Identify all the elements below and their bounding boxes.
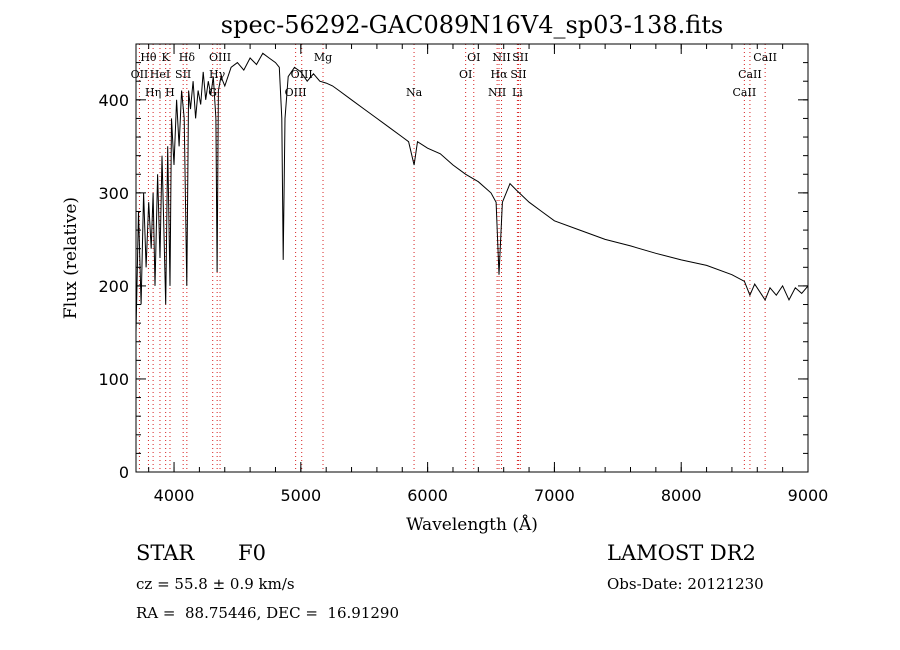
redshift-velocity: cz = 55.8 ± 0.9 km/s <box>136 575 295 593</box>
x-tick-label: 4000 <box>154 486 195 505</box>
line-label: NII <box>488 86 506 99</box>
x-axis: 4000 5000 6000 7000 8000 9000 <box>148 44 829 505</box>
line-label: SII <box>512 51 528 64</box>
line-label: Hη <box>145 86 161 99</box>
chart-title: spec-56292-GAC089N16V4_sp03-138.fits <box>221 11 723 39</box>
line-label: CaII <box>753 51 777 64</box>
line-label: OIII <box>209 51 231 64</box>
y-tick-label: 0 <box>119 463 129 482</box>
line-label: OIII <box>291 68 313 81</box>
spectral-line-markers <box>138 44 766 472</box>
x-tick-label: 5000 <box>280 486 321 505</box>
line-label: Hγ <box>209 68 226 81</box>
y-tick-label: 400 <box>98 91 129 110</box>
line-label: NII <box>492 51 510 64</box>
line-label: K <box>162 51 171 64</box>
sky-coordinates: RA = 88.75446, DEC = 16.91290 <box>136 604 400 622</box>
y-tick-label: 100 <box>98 370 129 389</box>
x-tick-label: 9000 <box>788 486 829 505</box>
observation-date: Obs-Date: 20121230 <box>607 575 764 593</box>
spectral-line-labels: HθOIIHηKHeIHHδSIIOIIIHγGOIIIOIIIMgNaOIOI… <box>131 51 777 99</box>
line-label: Mg <box>314 51 332 64</box>
y-axis-label: Flux (relative) <box>61 197 81 319</box>
x-axis-label: Wavelength (Å) <box>406 514 538 535</box>
spectrum-line <box>135 52 809 333</box>
line-label: SII <box>510 68 526 81</box>
line-label: Na <box>406 86 423 99</box>
line-label: CaII <box>738 68 762 81</box>
line-label: HeI <box>150 68 170 81</box>
line-label: Hθ <box>140 51 157 64</box>
y-tick-label: 200 <box>98 277 129 296</box>
line-label: OI <box>459 68 472 81</box>
y-tick-label: 300 <box>98 184 129 203</box>
line-label: OI <box>467 51 480 64</box>
line-label: Hα <box>490 68 508 81</box>
line-label: H <box>165 86 175 99</box>
object-class: STAR <box>136 541 195 565</box>
x-tick-label: 6000 <box>407 486 448 505</box>
line-label: Li <box>512 86 523 99</box>
line-label: Hδ <box>179 51 196 64</box>
line-label: OIII <box>285 86 307 99</box>
x-tick-label: 8000 <box>661 486 702 505</box>
y-axis: 0 100 200 300 400 <box>98 43 808 482</box>
line-label: OII <box>131 68 149 81</box>
survey-name: LAMOST DR2 <box>607 541 756 565</box>
spectral-subclass: F0 <box>238 541 266 565</box>
plot-frame <box>135 43 809 473</box>
line-label: G <box>208 86 217 99</box>
line-label: SII <box>175 68 191 81</box>
x-tick-label: 7000 <box>534 486 575 505</box>
line-label: CaII <box>733 86 757 99</box>
